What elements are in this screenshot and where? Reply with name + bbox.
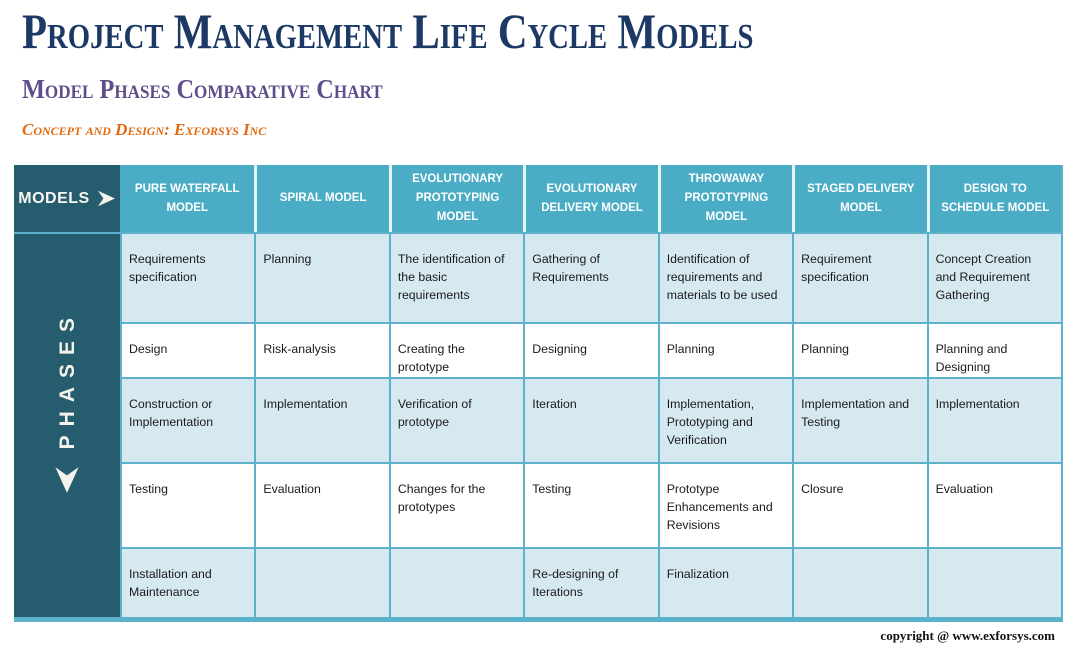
- phase-cell: Testing: [523, 462, 658, 547]
- models-corner-label: MODELS: [18, 189, 90, 207]
- phase-cell: Planning: [254, 232, 389, 322]
- phase-cell: Requirements specification: [120, 232, 255, 322]
- phase-cell: Construction or Implementation: [120, 377, 255, 462]
- phase-cell: Re-designing of Iterations: [523, 547, 658, 617]
- phases-axis-label: PHASES: [55, 309, 79, 450]
- column-header: DESIGN TO SCHEDULE MODEL: [926, 165, 1061, 232]
- phase-cell: Installation and Maintenance: [120, 547, 255, 617]
- column-header: STAGED DELIVERY MODEL: [792, 165, 927, 232]
- phase-cell: Design: [120, 322, 255, 377]
- column-header: EVOLUTIONARY PROTOTYPING MODEL: [388, 165, 524, 232]
- phase-cell: [792, 547, 927, 617]
- phase-cell: Gathering of Requirements: [523, 232, 658, 322]
- phase-cell: Requirement specification: [792, 232, 927, 322]
- phase-cell: Planning: [657, 322, 793, 377]
- phase-cell: Evaluation: [254, 462, 389, 547]
- column-header: SPIRAL MODEL: [254, 165, 389, 232]
- phases-axis-header: PHASES: [14, 232, 120, 617]
- phase-cell: Designing: [523, 322, 658, 377]
- phase-cell: Evaluation: [926, 462, 1061, 547]
- phase-cell: Verification of prototype: [388, 377, 524, 462]
- phase-cell: Implementation, Prototyping and Verifica…: [657, 377, 793, 462]
- phase-cell: Planning and Designing: [926, 322, 1061, 377]
- page-subtitle: Model Phases Comparative Chart: [22, 74, 383, 104]
- phase-cell: Prototype Enhancements and Revisions: [657, 462, 793, 547]
- phase-cell: Changes for the prototypes: [388, 462, 524, 547]
- phase-cell: [926, 547, 1061, 617]
- phase-cell: [254, 547, 389, 617]
- models-corner-header: MODELS: [14, 165, 120, 232]
- column-header: PURE WATERFALL MODEL: [120, 165, 255, 232]
- phase-cell: Implementation: [254, 377, 389, 462]
- phase-cell: Planning: [792, 322, 927, 377]
- arrow-down-icon: [54, 466, 80, 494]
- phase-cell: The identification of the basic requirem…: [388, 232, 524, 322]
- phase-cell: Finalization: [657, 547, 793, 617]
- phase-cell: Creating the prototype: [388, 322, 524, 377]
- comparison-table: MODELS PURE WATERFALL MODEL SPIRAL MODEL…: [14, 165, 1063, 622]
- copyright-text: copyright @ www.exforsys.com: [880, 628, 1055, 643]
- phase-cell: Testing: [120, 462, 255, 547]
- phase-cell: Iteration: [523, 377, 658, 462]
- phase-cell: Identification of requirements and mater…: [657, 232, 793, 322]
- column-header: THROWAWAY PROTOTYPING MODEL: [657, 165, 793, 232]
- phase-cell: Risk-analysis: [254, 322, 389, 377]
- phase-cell: [388, 547, 524, 617]
- page-title: Project Management Life Cycle Models: [22, 3, 754, 59]
- phase-cell: Implementation and Testing: [792, 377, 927, 462]
- phase-cell: Concept Creation and Requirement Gatheri…: [926, 232, 1061, 322]
- phase-cell: Implementation: [926, 377, 1061, 462]
- arrow-right-icon: [97, 190, 116, 207]
- column-header: EVOLUTIONARY DELIVERY MODEL: [523, 165, 658, 232]
- phase-cell: Closure: [792, 462, 927, 547]
- page-credit: Concept and Design: Exforsys Inc: [22, 120, 267, 139]
